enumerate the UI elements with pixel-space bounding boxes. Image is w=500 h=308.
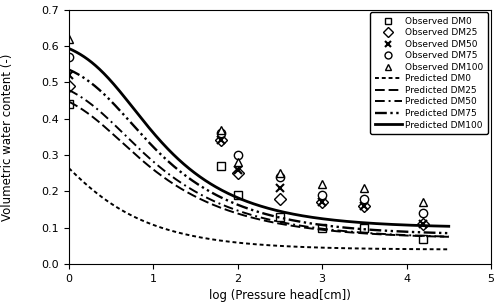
Y-axis label: Volumetric water content (-): Volumetric water content (-) — [1, 53, 14, 221]
Legend: Observed DM0, Observed DM25, Observed DM50, Observed DM75, Observed DM100, Predi: Observed DM0, Observed DM25, Observed DM… — [370, 12, 488, 134]
X-axis label: log (Pressure head[cm]): log (Pressure head[cm]) — [209, 290, 351, 302]
